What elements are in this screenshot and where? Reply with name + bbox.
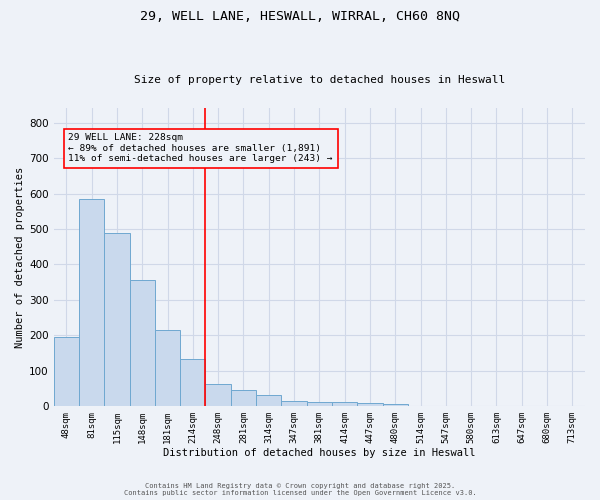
X-axis label: Distribution of detached houses by size in Heswall: Distribution of detached houses by size …: [163, 448, 476, 458]
Bar: [53, 337, 79, 406]
Bar: [357, 402, 383, 406]
Bar: [104, 232, 130, 406]
Bar: [79, 199, 104, 406]
Bar: [281, 401, 307, 406]
Bar: [307, 402, 332, 406]
Bar: [130, 280, 155, 406]
Text: 29, WELL LANE, HESWALL, WIRRAL, CH60 8NQ: 29, WELL LANE, HESWALL, WIRRAL, CH60 8NQ: [140, 10, 460, 23]
Bar: [383, 404, 408, 406]
Bar: [231, 390, 256, 406]
Y-axis label: Number of detached properties: Number of detached properties: [15, 166, 25, 348]
Title: Size of property relative to detached houses in Heswall: Size of property relative to detached ho…: [134, 76, 505, 86]
Text: 29 WELL LANE: 228sqm
← 89% of detached houses are smaller (1,891)
11% of semi-de: 29 WELL LANE: 228sqm ← 89% of detached h…: [68, 134, 333, 163]
Bar: [332, 402, 357, 406]
Bar: [256, 394, 281, 406]
Bar: [205, 384, 231, 406]
Text: Contains public sector information licensed under the Open Government Licence v3: Contains public sector information licen…: [124, 490, 476, 496]
Bar: [180, 359, 205, 406]
Text: Contains HM Land Registry data © Crown copyright and database right 2025.: Contains HM Land Registry data © Crown c…: [145, 483, 455, 489]
Bar: [155, 330, 180, 406]
